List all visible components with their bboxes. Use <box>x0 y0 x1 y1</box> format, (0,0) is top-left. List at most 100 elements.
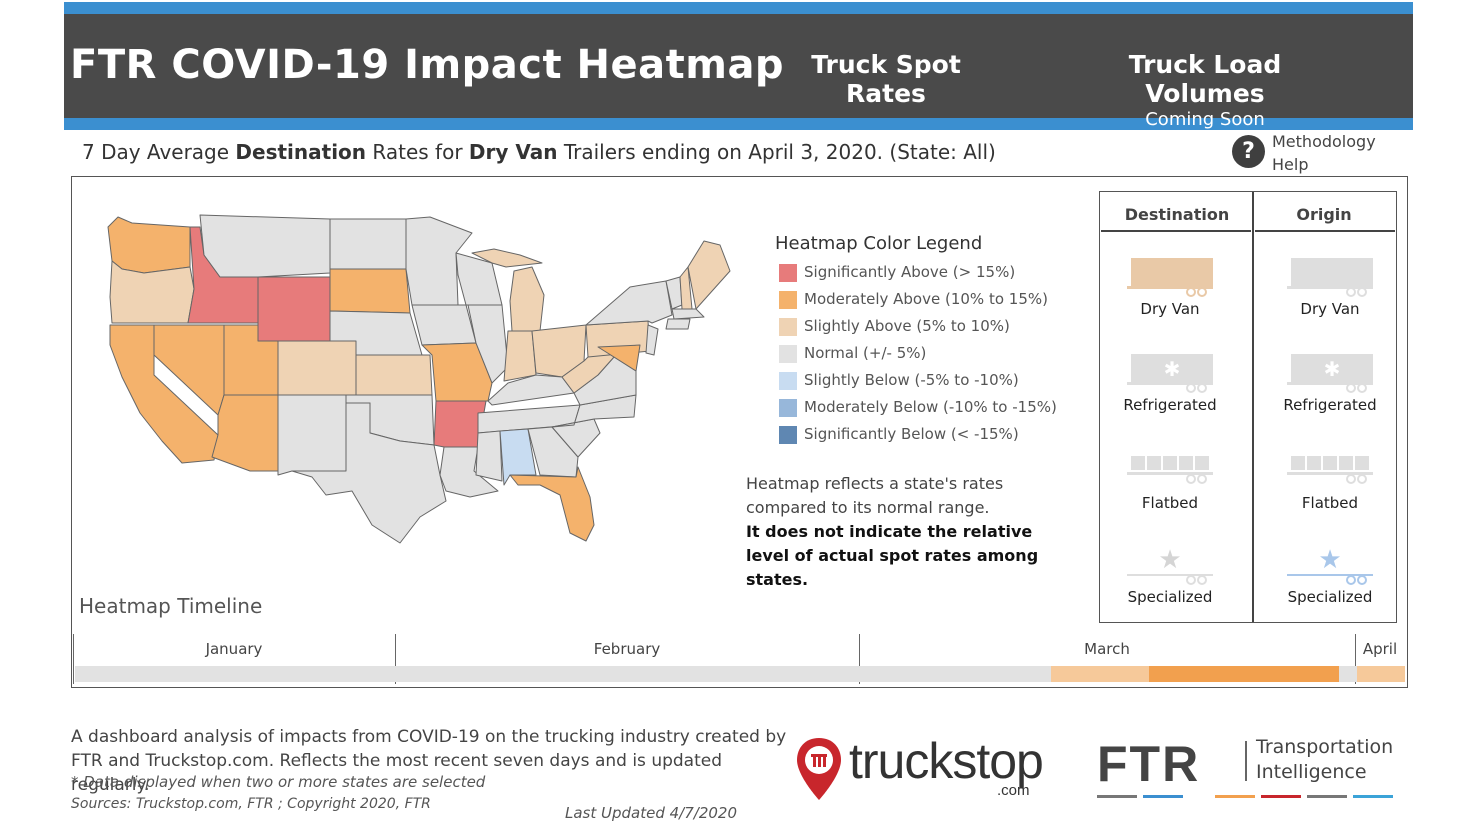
state-ct[interactable] <box>665 318 691 330</box>
header-bar: FTR COVID-19 Impact Heatmap Truck Spot R… <box>64 2 1413 130</box>
state-ia[interactable] <box>411 304 477 346</box>
legend-swatch <box>779 372 797 390</box>
state-fl[interactable] <box>509 466 595 542</box>
footer-note: * Data displayed when two or more states… <box>71 773 486 791</box>
ftr-logo[interactable]: FTR Transportation Intelligence <box>1097 735 1397 805</box>
trailer-label: Flatbed <box>1301 494 1359 512</box>
timeline-segment[interactable] <box>1149 666 1339 682</box>
state-co[interactable] <box>277 340 357 396</box>
trailer-type-selector <box>1099 191 1397 623</box>
divider <box>1255 230 1395 232</box>
heatmap-legend: Heatmap Color Legend Significantly Above… <box>775 233 1075 449</box>
help-label: Methodology Help <box>1272 132 1376 174</box>
legend-label: Significantly Above (> 15%) <box>804 263 1016 281</box>
origin-flatbed-button[interactable]: Flatbed <box>1260 450 1400 530</box>
state-wy[interactable] <box>257 276 331 342</box>
trailer-divider <box>1252 192 1254 622</box>
dry-van-icon <box>1127 258 1213 297</box>
legend-item: Moderately Above (10% to 15%) <box>775 287 1075 314</box>
state-nj[interactable] <box>645 324 659 356</box>
state-ms[interactable] <box>475 430 503 482</box>
state-nm[interactable] <box>277 394 347 476</box>
state-md[interactable] <box>597 344 641 372</box>
legend-swatch <box>779 264 797 282</box>
origin-dry-van-button[interactable]: Dry Van <box>1260 256 1400 336</box>
state-me[interactable] <box>687 240 731 310</box>
map-subtitle: 7 Day Average Destination Rates for Dry … <box>82 140 996 164</box>
nav-label: Truck Load Volumes <box>1128 50 1282 108</box>
trailer-label: Dry Van <box>1300 300 1360 318</box>
state-in[interactable] <box>503 330 537 382</box>
footer-description: A dashboard analysis of impacts from COV… <box>71 727 787 795</box>
legend-label: Slightly Below (-5% to -10%) <box>804 371 1019 389</box>
svg-text:✱: ✱ <box>1164 357 1181 381</box>
state-wa[interactable] <box>107 216 191 274</box>
state-nd[interactable] <box>329 218 407 270</box>
divider <box>1101 230 1251 232</box>
destination-header: Destination <box>1124 205 1230 224</box>
legend-item: Significantly Below (< -15%) <box>775 422 1075 449</box>
note-disclaimer: It does not indicate the relative level … <box>746 522 1039 589</box>
timeline-segment[interactable] <box>1339 666 1357 682</box>
month-label: April <box>1362 640 1398 658</box>
month-label: January <box>205 640 263 658</box>
legend-label: Moderately Below (-10% to -15%) <box>804 398 1057 416</box>
trailer-label: Refrigerated <box>1123 396 1217 414</box>
us-heatmap[interactable] <box>100 205 740 555</box>
truckstop-logo[interactable]: truckstop .com <box>795 730 1075 802</box>
timeline-segment[interactable] <box>1051 666 1149 682</box>
state-ky[interactable] <box>487 374 575 406</box>
month-label: March <box>1084 640 1130 658</box>
legend-swatch <box>779 399 797 417</box>
legend-swatch <box>779 318 797 336</box>
state-ga[interactable] <box>527 426 579 478</box>
state-ma[interactable] <box>671 308 705 320</box>
methodology-help-button[interactable]: ? Methodology Help <box>1232 130 1402 174</box>
specialized-icon: ★ <box>1287 545 1373 585</box>
state-ny[interactable] <box>585 280 673 326</box>
ftr-tagline: Transportation Intelligence <box>1256 735 1393 785</box>
month-divider <box>395 634 396 684</box>
dest-flatbed-button[interactable]: Flatbed <box>1100 450 1240 530</box>
state-mn[interactable] <box>405 216 473 306</box>
state-ca[interactable] <box>109 324 219 464</box>
flatbed-icon <box>1127 456 1213 484</box>
legend-label: Normal (+/- 5%) <box>804 344 927 362</box>
state-mt[interactable] <box>199 214 331 278</box>
timeline-segment[interactable] <box>75 666 1051 682</box>
nav-truck-spot-rates[interactable]: Truck Spot Rates <box>776 50 996 108</box>
state-il[interactable] <box>467 304 509 384</box>
dry-van-icon <box>1287 258 1373 297</box>
trailer-label: Refrigerated <box>1283 396 1377 414</box>
trailer-label: Specialized <box>1287 588 1373 606</box>
trailer-label: Dry Van <box>1140 300 1200 318</box>
dest-refrigerated-button[interactable]: ✱ Refrigerated <box>1100 352 1240 432</box>
timeline-bar <box>75 666 1405 682</box>
heatmap-timeline[interactable]: January February March April <box>73 632 1406 684</box>
dest-dry-van-button[interactable]: Dry Van <box>1100 256 1240 336</box>
origin-refrigerated-button[interactable]: ✱ Refrigerated <box>1260 352 1400 432</box>
state-ks[interactable] <box>355 354 433 396</box>
ftr-tagline-line: Intelligence <box>1256 761 1367 783</box>
state-tx[interactable] <box>291 402 447 544</box>
nav-truck-load-volumes[interactable]: Truck Load Volumes Coming Soon <box>1070 50 1340 130</box>
timeline-segment-selected[interactable] <box>1357 666 1405 682</box>
subtitle-mid: Rates for <box>366 140 469 164</box>
legend-label: Significantly Below (< -15%) <box>804 425 1019 443</box>
origin-specialized-button[interactable]: ★ Specialized <box>1260 544 1400 624</box>
month-divider <box>73 634 74 684</box>
flatbed-icon <box>1287 456 1373 484</box>
ftr-color-stripe <box>1097 795 1393 798</box>
state-mi-up[interactable] <box>471 248 543 268</box>
ftr-wordmark: FTR <box>1097 736 1201 792</box>
legend-label: Slightly Above (5% to 10%) <box>804 317 1010 335</box>
state-sd[interactable] <box>329 268 411 314</box>
state-az[interactable] <box>211 394 279 472</box>
month-divider <box>1355 634 1356 684</box>
dest-specialized-button[interactable]: ★ Specialized <box>1100 544 1240 624</box>
subtitle-trailer: Dry Van <box>468 140 558 164</box>
state-mi[interactable] <box>509 266 545 332</box>
footer-sources: Sources: Truckstop.com, FTR ; Copyright … <box>71 796 431 812</box>
ftr-tagline-line: Transportation <box>1256 736 1394 758</box>
